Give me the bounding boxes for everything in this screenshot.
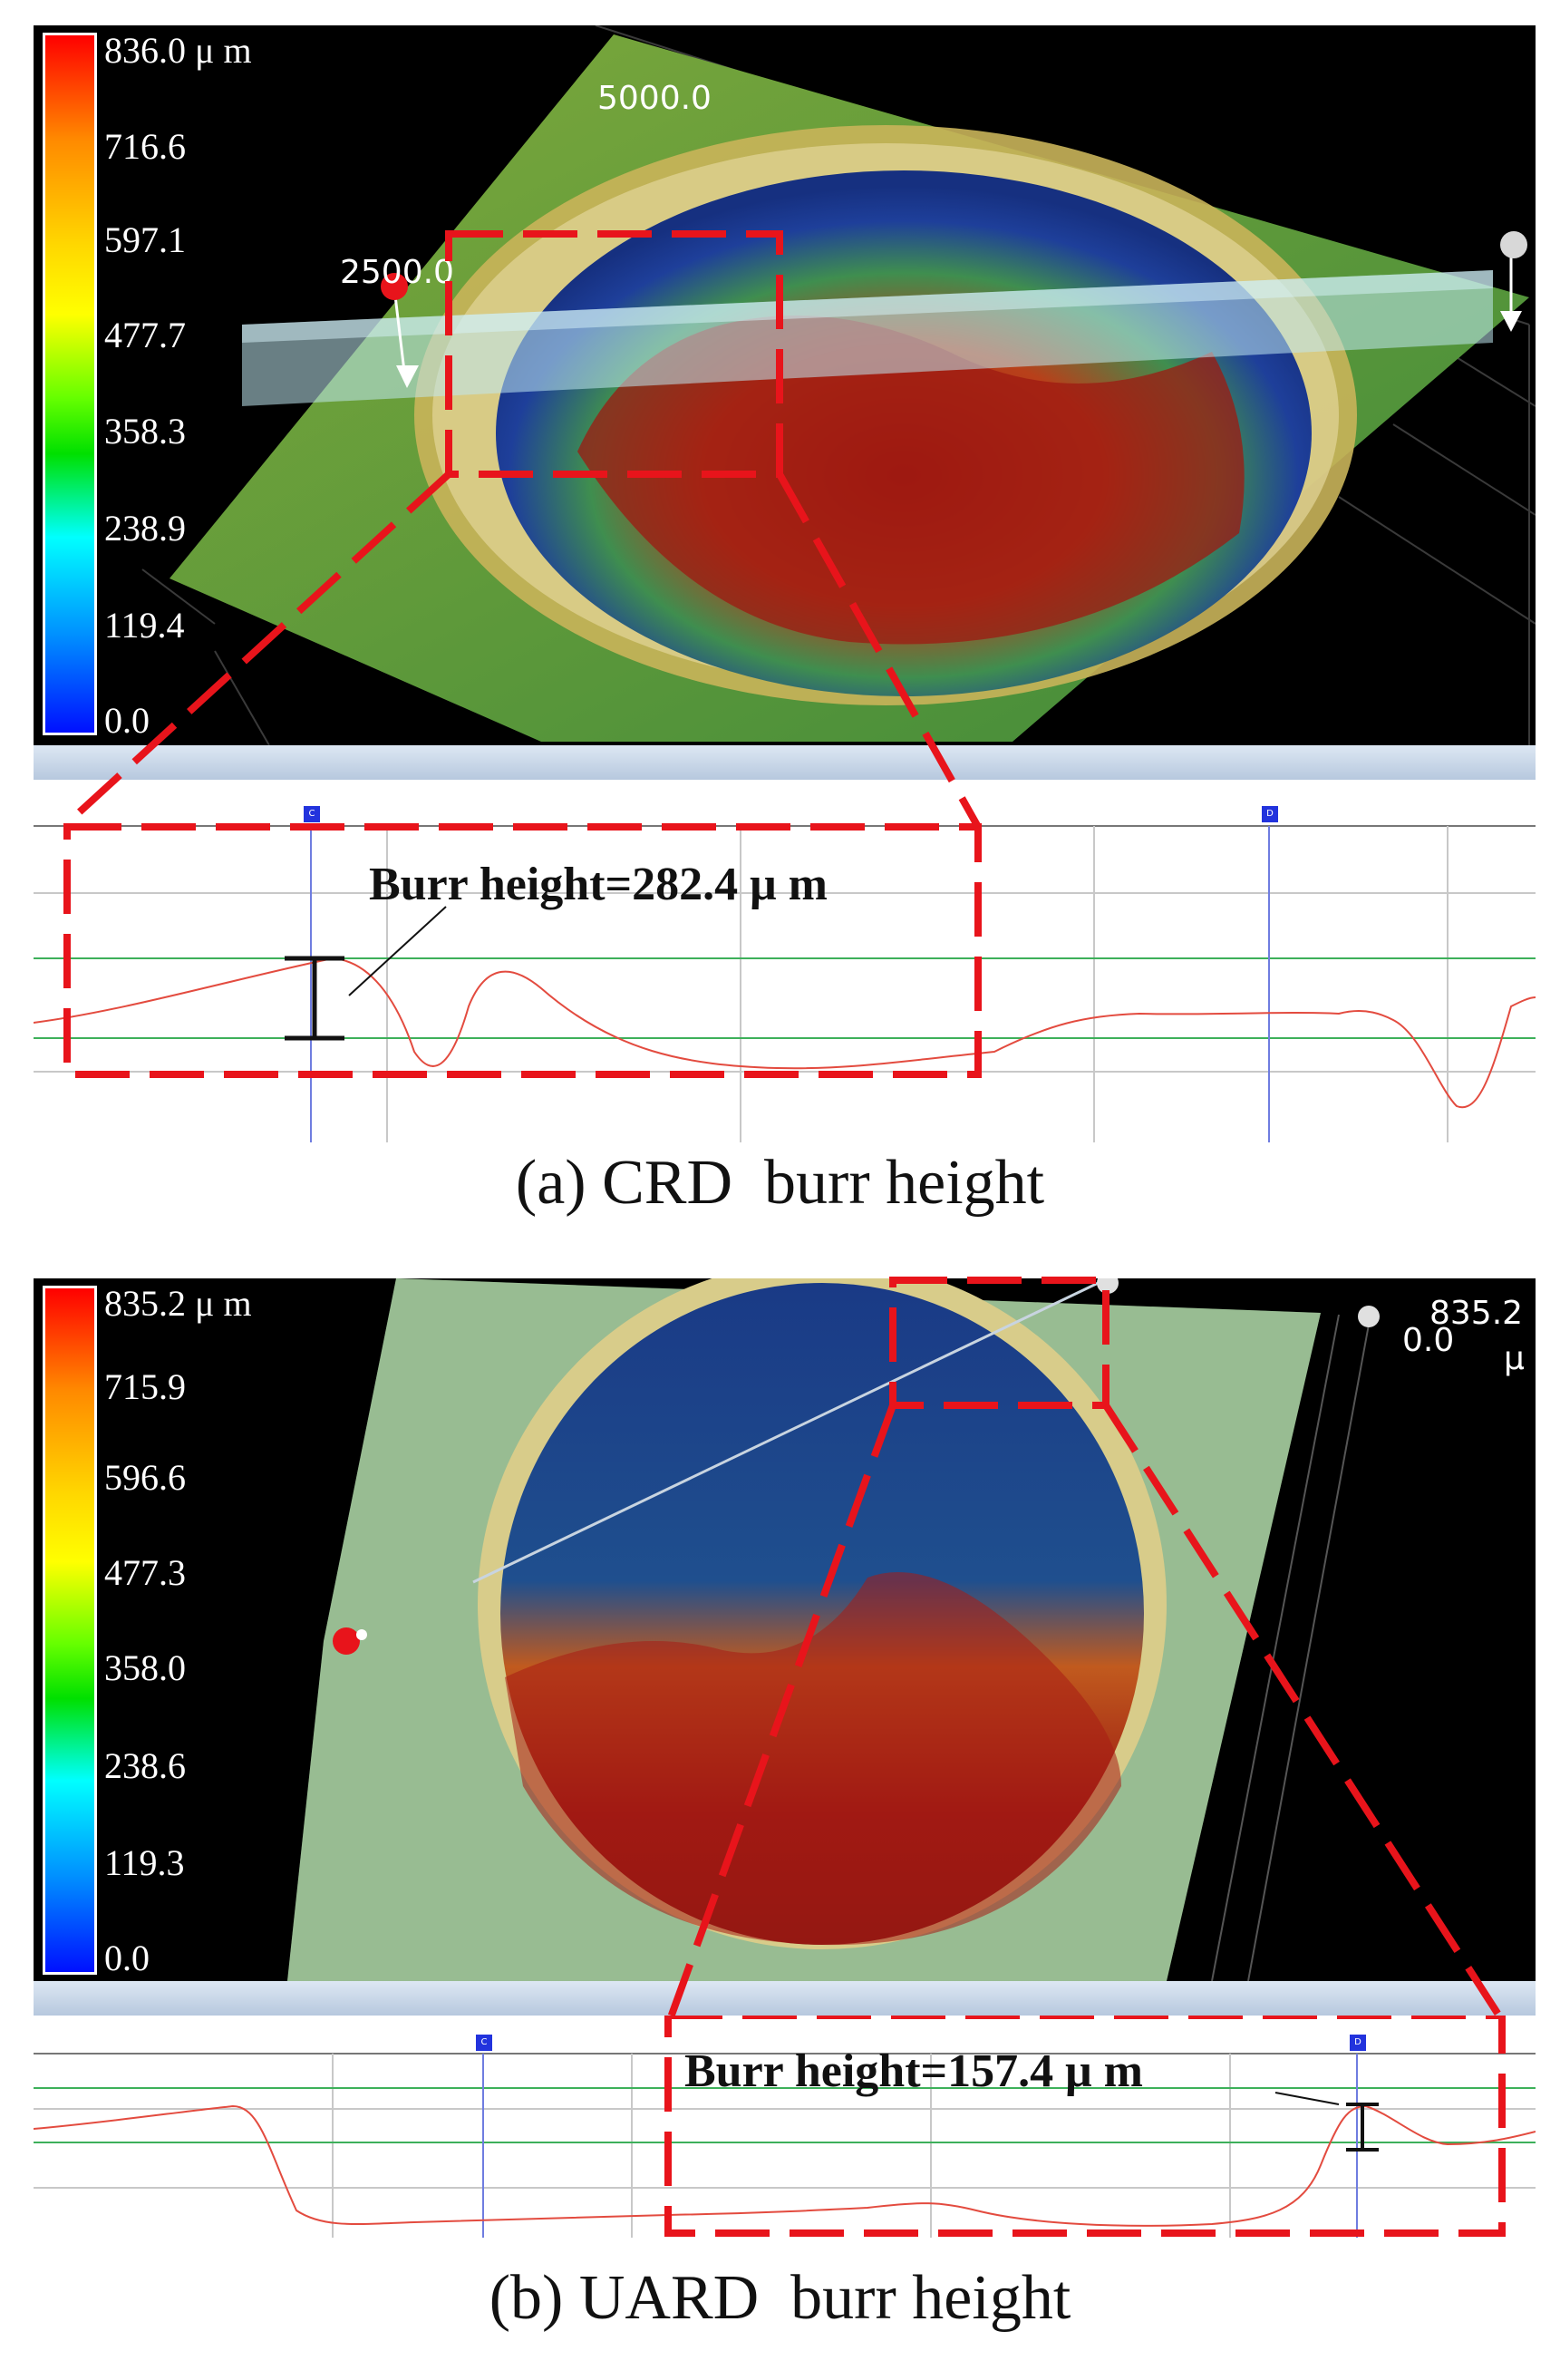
panel-b-scale-tick: 596.6 — [104, 1457, 186, 1498]
panel-a-scale-tick: 238.9 — [104, 508, 186, 549]
panel-b-profile-svg — [34, 2016, 1536, 2238]
panel-a-scale-tick: 597.1 — [104, 219, 186, 260]
panel-b-scale-tick: 358.0 — [104, 1647, 186, 1688]
panel-a-scale-tick: 716.6 — [104, 126, 186, 167]
panel-a-marker-d: D — [1261, 805, 1279, 823]
panel-a-axis-label: 2500.0 — [340, 254, 454, 291]
panel-b-burr-annotation: Burr height=157.4 μ m — [684, 2045, 1143, 2097]
panel-a-profile-svg — [34, 823, 1536, 1142]
panel-a-profile-plot: C D Burr height=282.4 μ m — [34, 780, 1536, 1142]
panel-b-color-scale — [43, 1286, 97, 1975]
panel-a-scale-tick: 358.3 — [104, 411, 186, 452]
panel-a-surface — [141, 25, 1536, 745]
panel-b-scale-tick: 477.3 — [104, 1552, 186, 1593]
panel-a-scale-tick: 119.4 — [104, 605, 185, 646]
panel-a-toolbar-strip — [34, 745, 1536, 780]
panel-a-color-scale — [43, 33, 97, 735]
panel-b-corner-label: 835.2 — [1429, 1295, 1524, 1332]
panel-b-scale-tick: 715.9 — [104, 1366, 186, 1407]
panel-a-axis-label: 5000.0 — [597, 80, 712, 117]
panel-b-marker-d: D — [1349, 2034, 1367, 2052]
panel-b-corner-label: 0.0 — [1402, 1322, 1455, 1359]
panel-b-surface — [287, 1278, 1380, 1981]
panel-a-3d-view: 836.0 μ m 716.6 597.1 477.7 358.3 238.9 … — [34, 25, 1536, 745]
panel-a-burr-annotation: Burr height=282.4 μ m — [369, 859, 828, 910]
panel-a-marker-c: C — [303, 805, 321, 823]
panel-b-corner-label: μ — [1504, 1340, 1525, 1377]
panel-b-marker-c: C — [475, 2034, 493, 2052]
panel-b-profile-plot: C D Burr height=157.4 μ m — [34, 2016, 1536, 2238]
panel-b-scale-tick: 238.6 — [104, 1745, 186, 1786]
panel-b-toolbar-strip — [34, 1981, 1536, 2016]
panel-a-scale-tick: 0.0 — [104, 700, 150, 741]
panel-b-scale-tick: 835.2 μ m — [104, 1283, 252, 1324]
panel-a-scale-tick: 477.7 — [104, 315, 186, 355]
panel-a-scale-tick: 836.0 μ m — [104, 30, 252, 71]
panel-b-3d-view: 835.2 μ m 715.9 596.6 477.3 358.0 238.6 … — [34, 1278, 1536, 1981]
panel-a-caption: (a) CRD burr height — [515, 1148, 1045, 1218]
panel-b-scale-tick: 0.0 — [104, 1938, 150, 1978]
panel-b-caption: (b) UARD burr height — [489, 2263, 1071, 2333]
panel-b-scale-tick: 119.3 — [104, 1842, 185, 1883]
